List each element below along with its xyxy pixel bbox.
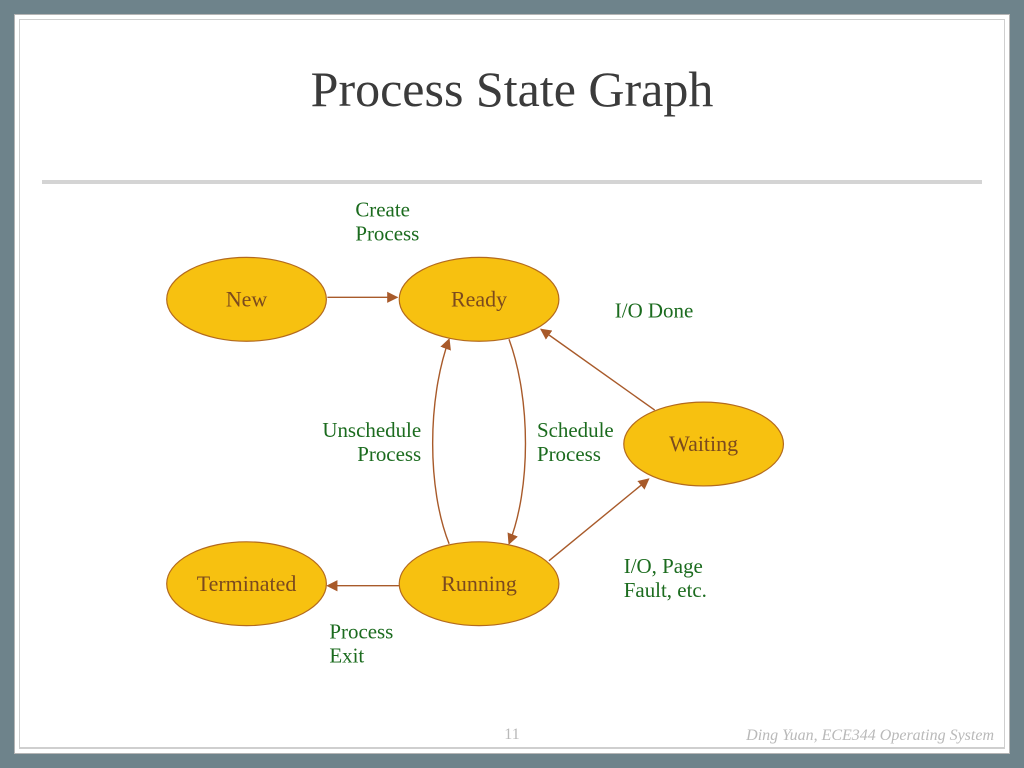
edge-label-io_done: I/O Done	[615, 298, 694, 322]
state-graph-svg: CreateProcess ScheduleProcess UnschedulePr…	[20, 188, 1004, 720]
slide-outer-border: Process State Graph CreateProcess Schedul…	[0, 0, 1024, 768]
footer-credit: Ding Yuan, ECE344 Operating System	[746, 727, 994, 745]
edge-label-create: CreateProcess	[355, 197, 419, 245]
node-label-terminated: Terminated	[197, 571, 297, 596]
slide-content-frame: Process State Graph CreateProcess Schedul…	[19, 19, 1005, 749]
slide-inner-frame: Process State Graph CreateProcess Schedul…	[14, 14, 1010, 754]
edge-io_done	[541, 329, 655, 410]
node-label-running: Running	[441, 571, 517, 596]
node-label-new: New	[226, 286, 268, 311]
title-divider	[42, 180, 982, 184]
slide-title: Process State Graph	[20, 60, 1004, 118]
node-label-ready: Ready	[451, 286, 507, 311]
edge-label-unschedule: UnscheduleProcess	[322, 418, 421, 466]
edge-io_wait	[549, 479, 649, 561]
edge-label-exit: ProcessExit	[329, 620, 393, 668]
diagram-container: CreateProcess ScheduleProcess UnschedulePr…	[20, 188, 1004, 720]
edge-unschedule	[433, 339, 449, 544]
edge-schedule	[509, 339, 525, 544]
edge-label-schedule: ScheduleProcess	[537, 418, 614, 466]
node-label-waiting: Waiting	[669, 431, 738, 456]
edge-label-io_wait: I/O, PageFault, etc.	[624, 554, 707, 602]
footer-divider	[20, 747, 1004, 748]
